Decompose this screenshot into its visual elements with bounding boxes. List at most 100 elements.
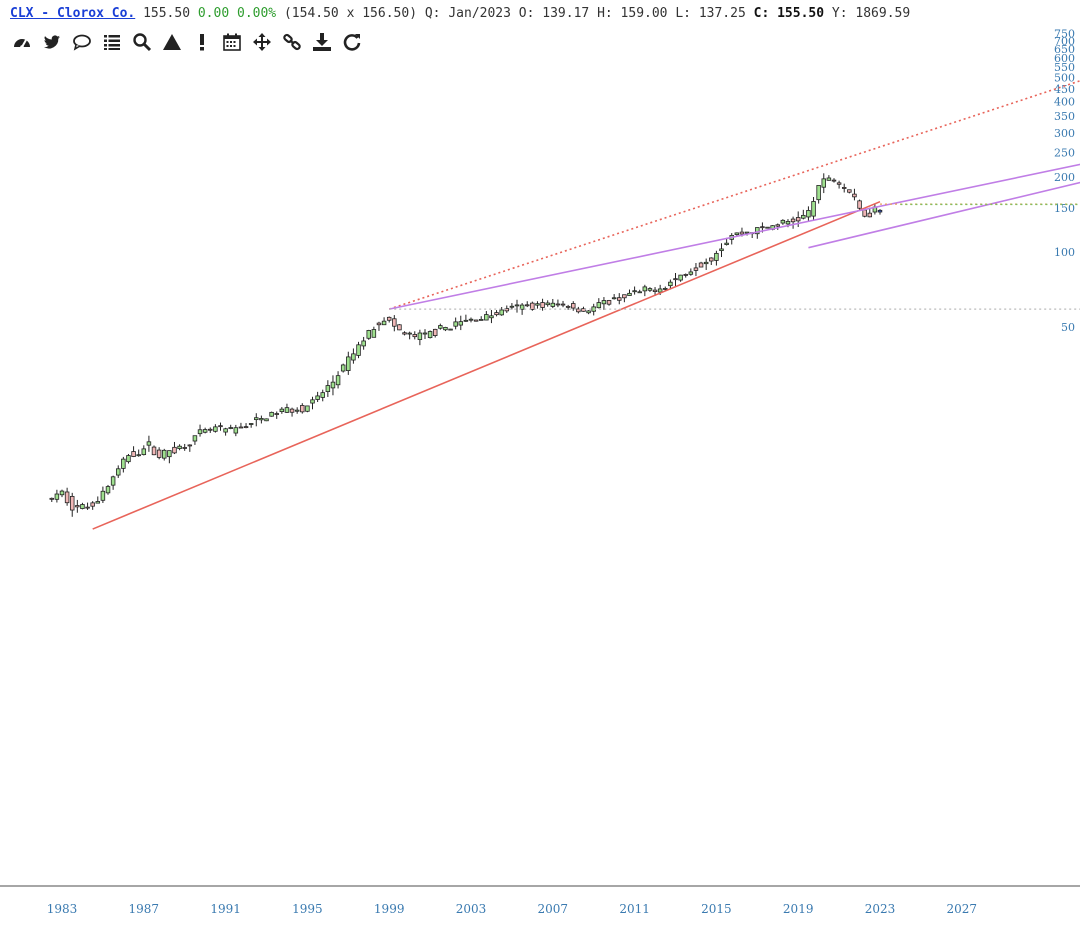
y-tick-label: 400 [1054, 96, 1075, 109]
candle-body [652, 289, 658, 292]
candle-body [857, 200, 862, 209]
x-tick-label: 1983 [47, 902, 78, 916]
candle-body [841, 187, 847, 189]
candle-body [294, 409, 300, 412]
candle-body [816, 185, 821, 201]
candle-body [509, 305, 515, 308]
candle-body [632, 290, 637, 293]
high-value: 159.00 [620, 6, 668, 21]
candle-body [325, 385, 331, 392]
candle-body [386, 316, 392, 321]
open-value: 139.17 [542, 6, 590, 21]
candle-body [274, 413, 279, 415]
candle-body [381, 320, 387, 326]
move-button[interactable] [250, 30, 274, 54]
candle-body [254, 417, 259, 421]
triangle-button[interactable] [160, 30, 184, 54]
candle-body [734, 232, 740, 235]
candle-body [172, 446, 177, 454]
candle-body [197, 429, 203, 435]
candle-body [432, 328, 438, 336]
candle-body [724, 242, 729, 245]
candle-body [877, 209, 883, 213]
candle-body [264, 418, 269, 422]
download-icon [313, 33, 331, 51]
comment-button[interactable] [70, 30, 94, 54]
candle-body [422, 332, 428, 335]
candle-body [90, 502, 95, 507]
download-button[interactable] [310, 30, 334, 54]
y-tick-label: 650 [1054, 43, 1075, 56]
candle-body [576, 308, 581, 313]
candle-body [448, 328, 453, 331]
x-tick-label: 2011 [619, 902, 650, 916]
comment-icon [73, 34, 91, 51]
calendar-button[interactable] [220, 30, 244, 54]
candle-body [49, 497, 55, 500]
candle-body [530, 302, 535, 310]
candle-body [540, 302, 545, 308]
candle-body [105, 486, 111, 494]
list-button[interactable] [100, 30, 124, 54]
link-icon [283, 33, 301, 51]
candle-body [550, 302, 556, 307]
refresh-button[interactable] [340, 30, 364, 54]
candle-body [709, 257, 714, 262]
dashboard-button[interactable] [10, 30, 34, 54]
candle-body [141, 448, 147, 456]
candle-body [821, 178, 827, 188]
candle-body [494, 312, 499, 316]
candle-body [351, 353, 356, 361]
link-button[interactable] [280, 30, 304, 54]
candle-body [243, 426, 249, 429]
quote-header: CLX - Clorox Co. 155.50 0.00 0.00% (154.… [10, 4, 910, 24]
candle-body [642, 286, 648, 292]
price-change: 0.00 0.00% [197, 6, 277, 21]
candle-body [739, 231, 745, 235]
candle-body [617, 297, 622, 301]
last-price: 155.50 [143, 6, 191, 21]
candle-body [862, 209, 867, 217]
candle-body [847, 189, 852, 193]
candle-body [811, 201, 816, 217]
candle-body [499, 309, 504, 316]
open-label: O: [518, 6, 535, 21]
x-tick-label: 2007 [538, 902, 569, 916]
high-label: H: [597, 6, 613, 21]
candle-body [801, 214, 806, 219]
x-tick-label: 2023 [865, 902, 896, 916]
candle-body [146, 441, 152, 446]
candle-body [346, 356, 351, 372]
yield-value: 1869.59 [855, 6, 911, 21]
candle-body [438, 325, 443, 329]
y-tick-label: 700 [1054, 35, 1075, 48]
candle-body [703, 261, 709, 265]
candle-body [596, 302, 602, 309]
bid-ask: (154.50 x 156.50) [283, 6, 418, 21]
candle-body [673, 278, 678, 281]
alert-button[interactable] [190, 30, 214, 54]
y-tick-label: 150 [1054, 202, 1075, 215]
candle-body [330, 381, 336, 389]
candle-body [427, 331, 433, 339]
candle-body [289, 408, 295, 413]
triangle-icon [163, 34, 181, 50]
candle-body [785, 221, 791, 225]
candle-body [151, 446, 157, 456]
candle-body [611, 297, 617, 300]
symbol-link[interactable]: CLX - Clorox Co. [10, 6, 136, 21]
candle-body [719, 248, 724, 252]
x-tick-label: 1987 [129, 902, 160, 916]
y-tick-label: 500 [1054, 72, 1075, 85]
candle-body [581, 308, 586, 312]
low-value: 137.25 [698, 6, 746, 21]
candle-body [458, 321, 464, 326]
search-button[interactable] [130, 30, 154, 54]
candle-body [85, 506, 90, 509]
candle-body [545, 302, 550, 306]
twitter-button[interactable] [40, 30, 64, 54]
candle-body [463, 319, 469, 322]
candle-body [366, 330, 371, 339]
candle-body [100, 490, 106, 501]
